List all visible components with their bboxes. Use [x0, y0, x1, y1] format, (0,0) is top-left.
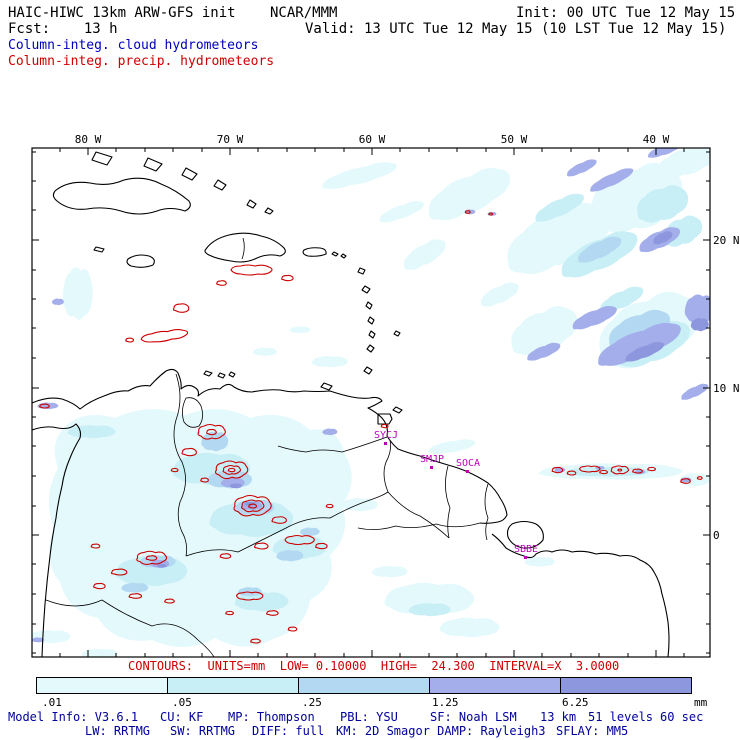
colorbar-unit: mm — [694, 696, 708, 709]
colorbar-segment-4 — [430, 678, 561, 693]
model-diff: DIFF: full — [252, 724, 325, 738]
model-levels: 51 levels — [588, 710, 654, 724]
model-lw: LW: RRTMG — [85, 724, 151, 738]
station-label-sycj: SYCJ — [374, 430, 399, 441]
cloud-shading-layer — [32, 148, 710, 657]
init-time: Init: 00 UTC Tue 12 May 15 — [516, 5, 736, 21]
model-sf: SF: Noah LSM — [430, 710, 517, 724]
model-pbl: PBL: YSU — [340, 710, 398, 724]
colorbar-tick-05: .05 — [172, 696, 192, 709]
colorbar-tick-625: 6.25 — [562, 696, 589, 709]
coastline-layer — [32, 151, 670, 657]
station-marker — [430, 466, 433, 469]
station-label-soca: SOCA — [456, 458, 481, 469]
org-label: NCAR/MMM — [270, 5, 338, 21]
lat-label-0: 0 — [713, 529, 720, 542]
lon-label-80w: 80 W — [74, 133, 102, 146]
lon-label-60w: 60 W — [358, 133, 386, 146]
forecast-hour: Fcst: 13 h — [8, 21, 118, 37]
lon-label-70w: 70 W — [216, 133, 244, 146]
station-marker — [524, 556, 527, 559]
field-precip-label: Column-integ. precip. hydrometeors — [8, 54, 275, 69]
map-frame — [31, 147, 711, 658]
model-timestep: 60 sec — [660, 710, 704, 724]
station-label-smjp: SMJP — [420, 454, 445, 465]
valid-time: Valid: 13 UTC Tue 12 May 15 (10 LST Tue … — [305, 21, 727, 37]
model-cu: CU: KF — [160, 710, 204, 724]
colorbar-segment-5 — [561, 678, 691, 693]
lon-label-50w: 50 W — [500, 133, 528, 146]
model-sw: SW: RRTMG — [170, 724, 236, 738]
model-km-damp: KM: 2D Smagor DAMP: Rayleigh3 — [336, 724, 546, 738]
major-ticks — [32, 148, 710, 657]
minor-ticks — [32, 148, 710, 657]
plot-title: HAIC-HIWC 13km ARW-GFS init — [8, 5, 236, 21]
field-cloud-label: Column-integ. cloud hydrometeors — [8, 38, 259, 53]
model-mp: MP: Thompson — [228, 710, 315, 724]
station-marker — [384, 442, 387, 445]
contour-info-line: CONTOURS: UNITS=mm LOW= 0.10000 HIGH= 24… — [128, 659, 620, 673]
colorbar-tick-25: .25 — [302, 696, 322, 709]
colorbar-segment-1 — [37, 678, 168, 693]
model-version: Model Info: V3.6.1 — [8, 710, 139, 724]
model-res: 13 km — [540, 710, 577, 724]
colorbar-tick-01: .01 — [42, 696, 62, 709]
colorbar — [36, 677, 692, 694]
lon-label-40w: 40 W — [642, 133, 670, 146]
station-marker — [466, 470, 469, 473]
station-label-sbbe: SBBE — [514, 544, 539, 555]
colorbar-segment-3 — [299, 678, 430, 693]
lat-label-10n: 10 N — [713, 382, 740, 395]
colorbar-segment-2 — [168, 678, 299, 693]
colorbar-tick-125: 1.25 — [432, 696, 459, 709]
model-sflay: SFLAY: MM5 — [556, 724, 629, 738]
lat-label-20n: 20 N — [713, 234, 740, 247]
